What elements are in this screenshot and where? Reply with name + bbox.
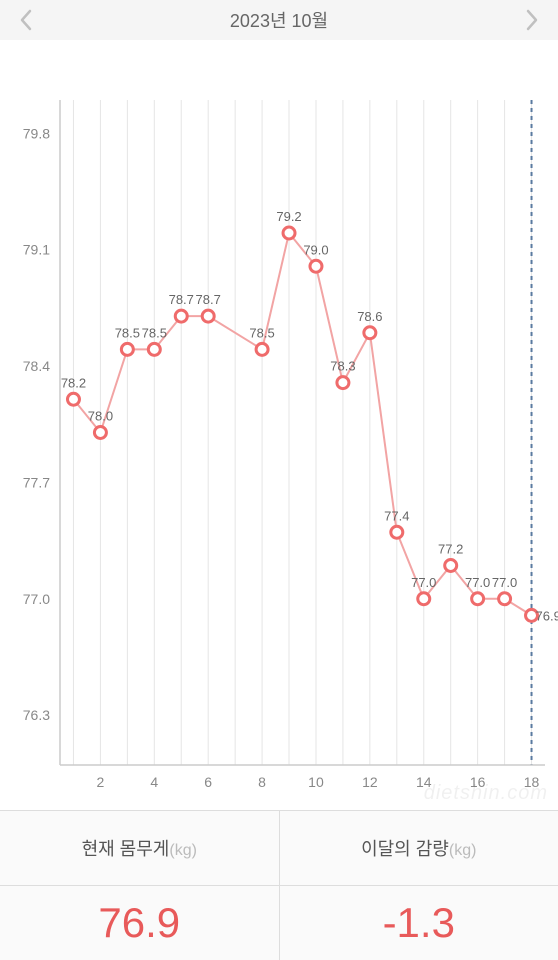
summary-labels-row: 현재 몸무게(kg) 이달의 감량(kg)	[0, 810, 558, 885]
svg-text:76.9: 76.9	[536, 608, 558, 623]
summary-panel: 현재 몸무게(kg) 이달의 감량(kg) 76.9 -1.3	[0, 810, 558, 960]
current-weight-unit: (kg)	[169, 842, 197, 859]
svg-text:78.5: 78.5	[142, 325, 167, 340]
svg-text:77.7: 77.7	[23, 474, 50, 490]
svg-text:78.2: 78.2	[61, 375, 86, 390]
next-month-button[interactable]	[518, 6, 546, 34]
svg-text:78.6: 78.6	[357, 309, 382, 324]
current-weight-value-cell: 76.9	[0, 886, 280, 960]
svg-text:77.0: 77.0	[492, 575, 517, 590]
svg-text:79.1: 79.1	[23, 242, 50, 258]
month-loss-value-cell: -1.3	[280, 886, 558, 960]
month-loss-unit: (kg)	[449, 842, 477, 859]
month-loss-label-cell: 이달의 감량(kg)	[280, 811, 558, 885]
header-title: 2023년 10월	[230, 7, 328, 33]
svg-text:8: 8	[258, 774, 266, 790]
svg-text:79.0: 79.0	[303, 242, 328, 257]
chevron-left-icon	[19, 9, 33, 31]
svg-text:78.3: 78.3	[330, 359, 355, 374]
summary-values-row: 76.9 -1.3	[0, 885, 558, 960]
month-loss-label: 이달의 감량(kg)	[361, 835, 476, 861]
svg-text:78.5: 78.5	[115, 325, 140, 340]
svg-text:77.0: 77.0	[465, 575, 490, 590]
chevron-right-icon	[525, 9, 539, 31]
current-weight-label: 현재 몸무게(kg)	[82, 835, 197, 861]
svg-text:78.7: 78.7	[196, 292, 221, 307]
svg-text:4: 4	[150, 774, 158, 790]
svg-text:79.2: 79.2	[276, 209, 301, 224]
svg-text:10: 10	[308, 774, 324, 790]
svg-text:78.4: 78.4	[23, 358, 50, 374]
current-weight-label-cell: 현재 몸무게(kg)	[0, 811, 280, 885]
svg-text:76.3: 76.3	[23, 707, 50, 723]
svg-text:77.0: 77.0	[23, 591, 50, 607]
svg-text:78.5: 78.5	[249, 325, 274, 340]
current-weight-value: 76.9	[98, 899, 180, 947]
weight-chart: 76.377.077.778.479.179.82468101214161878…	[0, 40, 558, 810]
month-loss-value: -1.3	[383, 899, 455, 947]
svg-text:12: 12	[362, 774, 378, 790]
svg-text:77.4: 77.4	[384, 508, 409, 523]
current-weight-label-text: 현재 몸무게	[82, 839, 170, 859]
month-loss-label-text: 이달의 감량	[361, 839, 449, 859]
watermark: dietshin.com	[424, 782, 548, 805]
svg-text:77.0: 77.0	[411, 575, 436, 590]
svg-text:2: 2	[97, 774, 105, 790]
month-header: 2023년 10월	[0, 0, 558, 40]
svg-text:79.8: 79.8	[23, 125, 50, 141]
svg-text:6: 6	[204, 774, 212, 790]
svg-text:77.2: 77.2	[438, 542, 463, 557]
svg-text:78.7: 78.7	[169, 292, 194, 307]
svg-text:78.0: 78.0	[88, 409, 113, 424]
chart-svg: 76.377.077.778.479.179.82468101214161878…	[0, 40, 558, 810]
prev-month-button[interactable]	[12, 6, 40, 34]
